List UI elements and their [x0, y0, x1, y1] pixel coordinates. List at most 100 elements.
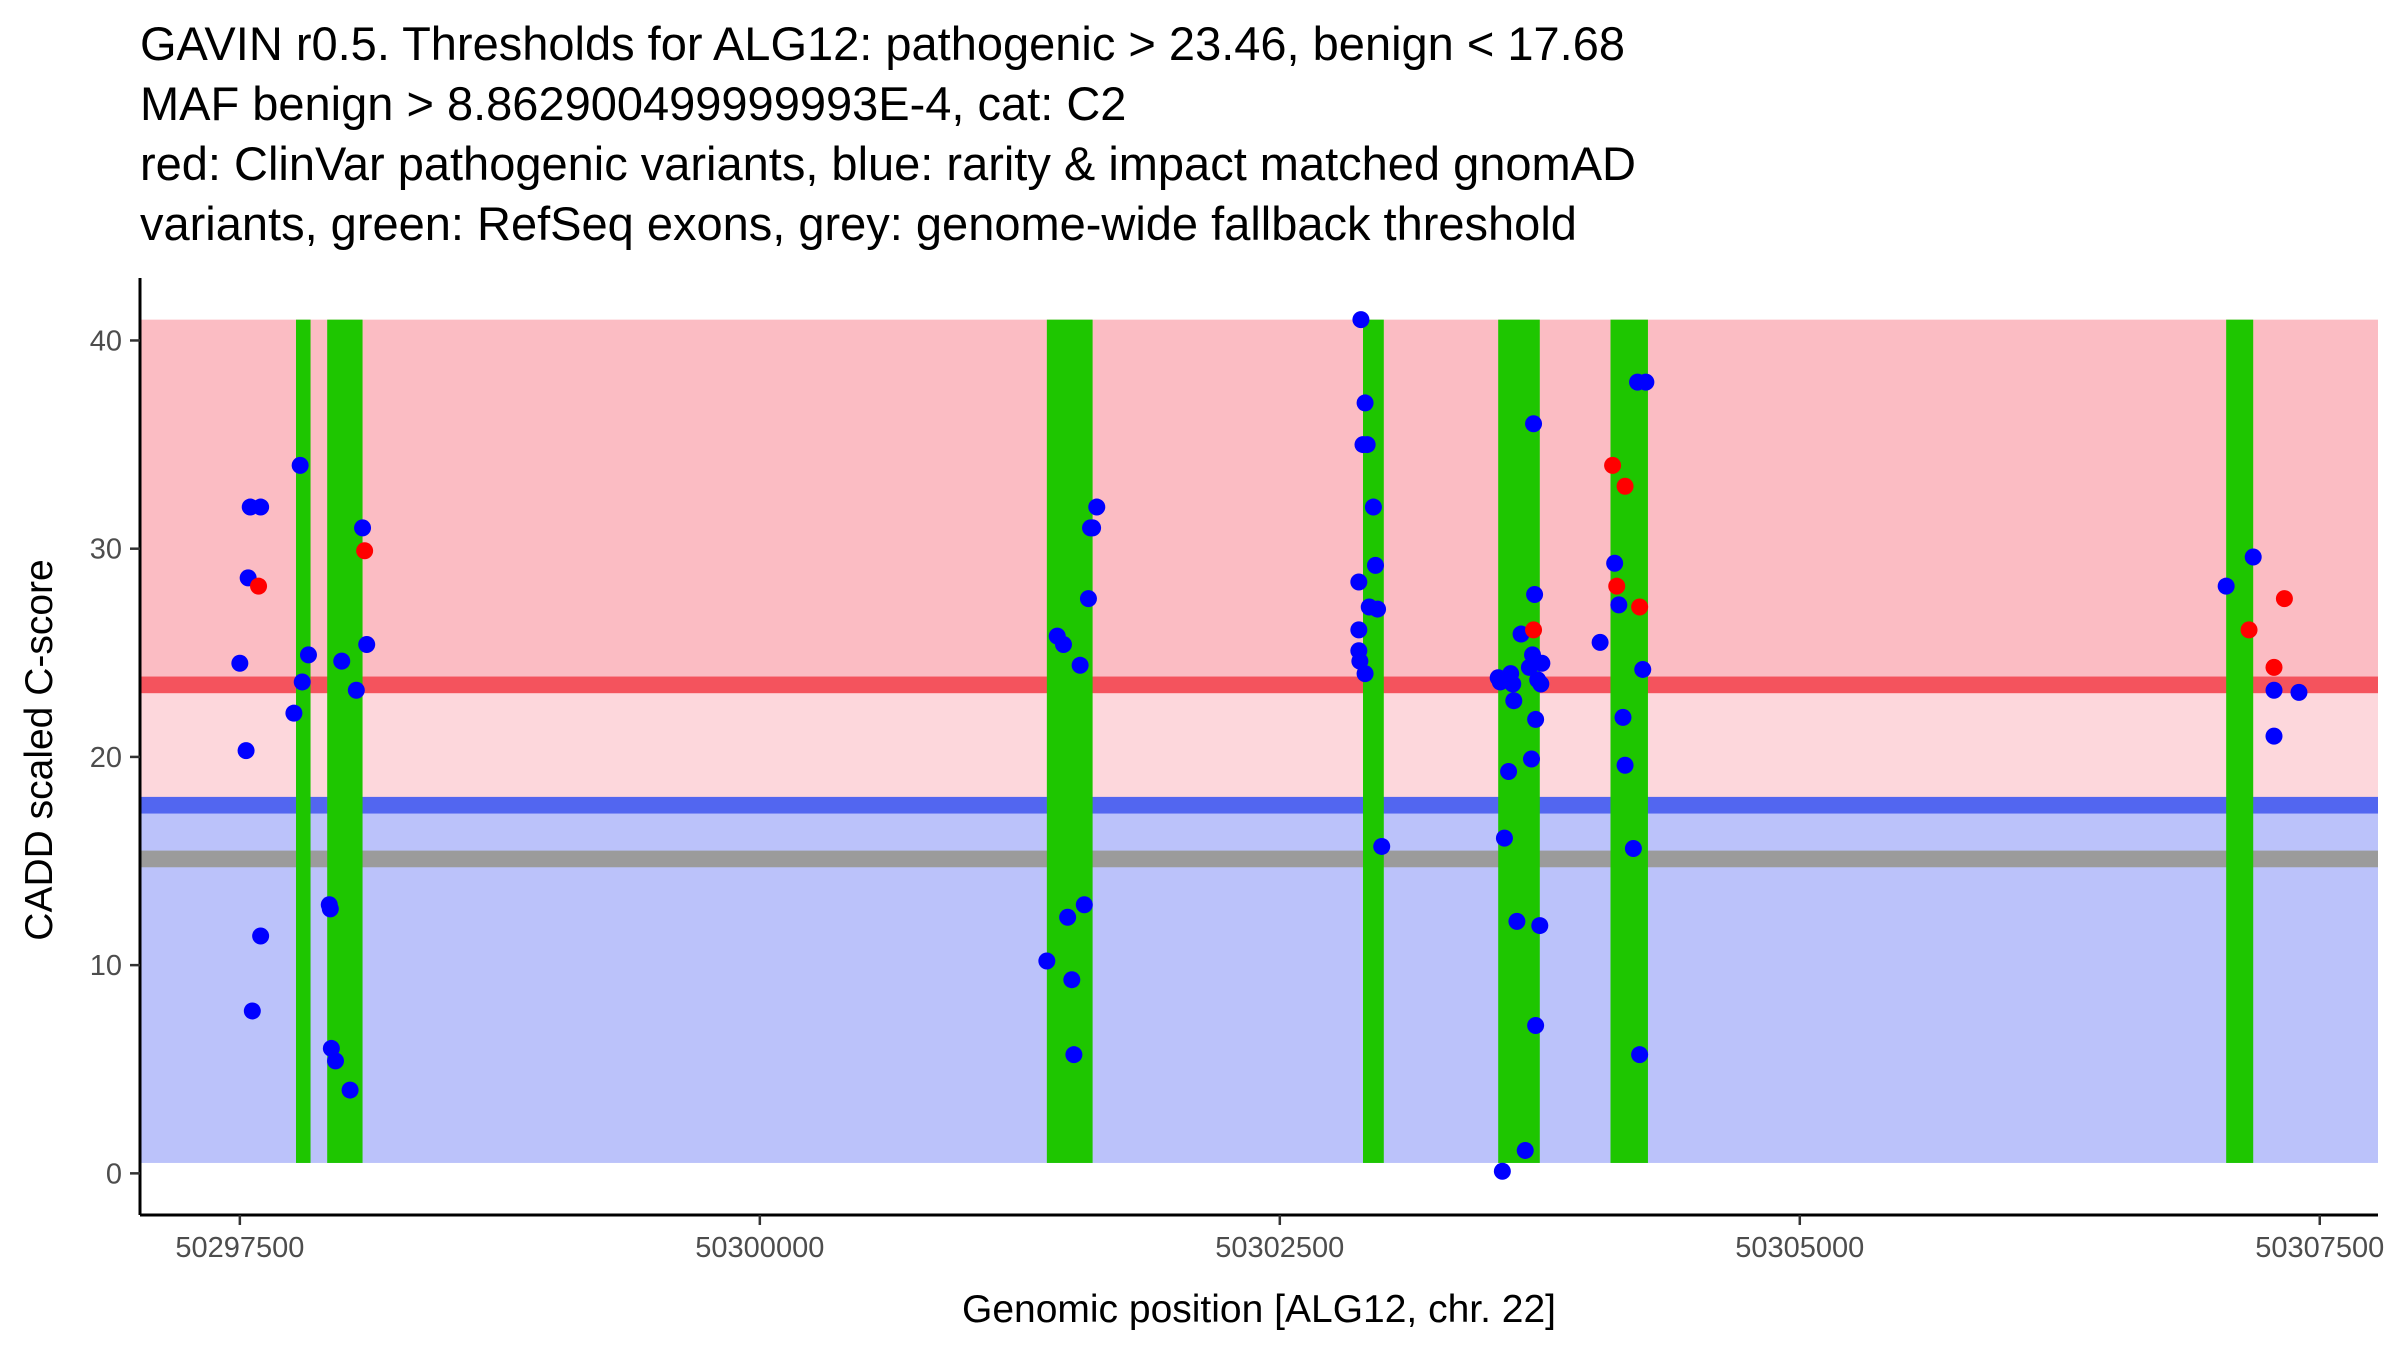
gnomad-point-34 [1350, 573, 1368, 591]
gnomad-point-27 [1071, 656, 1089, 674]
gnomad-point-67 [1533, 654, 1551, 672]
grey-zone-region [140, 684, 2378, 806]
clinvar-point-7 [1631, 598, 1649, 616]
clinvar-point-3 [1525, 621, 1543, 639]
threshold-regions [140, 319, 2378, 1163]
gnomad-point-39 [1356, 394, 1374, 412]
gnomad-point-62 [1526, 585, 1544, 603]
gnomad-point-70 [1606, 554, 1624, 572]
gnomad-point-45 [1369, 600, 1387, 618]
gnomad-point-20 [358, 635, 376, 653]
gnomad-point-35 [1350, 621, 1368, 639]
gnomad-point-41 [1356, 665, 1374, 683]
clinvar-point-10 [2275, 590, 2293, 608]
variant-points [231, 311, 2308, 1180]
exon-band-3 [1046, 319, 1093, 1163]
gnomad-point-1 [231, 654, 249, 672]
gnomad-point-14 [321, 900, 339, 918]
gnomad-point-81 [2265, 727, 2283, 745]
exon-band-5 [1498, 319, 1540, 1163]
title-line-4: variants, green: RefSeq exons, grey: gen… [140, 197, 1577, 250]
gnomad-point-73 [1616, 756, 1634, 774]
gnomad-point-46 [1373, 837, 1391, 855]
gnomad-point-6 [252, 498, 270, 516]
gnomad-point-44 [1366, 556, 1384, 574]
axes: 50297500 50300000 50302500 50305000 50307500… [90, 278, 2384, 1264]
title-line-1: GAVIN r0.5. Thresholds for ALG12: pathog… [140, 17, 1625, 70]
gnomad-point-11 [299, 646, 317, 664]
gnomad-point-40 [1358, 436, 1376, 454]
x-axis-title: Genomic position [ALG12, chr. 22] [962, 1288, 1556, 1331]
exon-band-4 [1362, 319, 1384, 1163]
gnomad-point-50 [1495, 829, 1513, 847]
gnomad-point-72 [1614, 708, 1632, 726]
gnomad-point-79 [2217, 577, 2235, 595]
title-line-2: MAF benign > 8.862900499999993E-4, cat: … [140, 77, 1127, 130]
clinvar-point-1 [250, 577, 268, 595]
clinvar-point-6 [1616, 477, 1634, 495]
gnomad-point-24 [1059, 908, 1077, 926]
title-line-3: red: ClinVar pathogenic variants, blue: … [140, 137, 1636, 190]
gnomad-point-43 [1364, 498, 1382, 516]
gnomad-point-82 [2265, 681, 2283, 699]
clinvar-point-5 [1608, 577, 1626, 595]
gnomad-point-31 [1084, 519, 1102, 537]
gnomad-point-74 [1624, 840, 1642, 858]
exon-bands [295, 319, 2254, 1163]
gnomad-point-25 [1063, 971, 1081, 989]
chart-title: GAVIN r0.5. Thresholds for ALG12: pathog… [140, 14, 2340, 254]
exon-band-7 [2226, 319, 2254, 1163]
gnomad-point-80 [2244, 548, 2262, 566]
gnomad-point-59 [1522, 750, 1540, 768]
gnomad-point-15 [327, 1052, 345, 1070]
gnomad-point-17 [341, 1081, 359, 1099]
gnomad-point-8 [285, 704, 303, 722]
gnomad-point-18 [347, 681, 365, 699]
exon-band-1 [295, 319, 311, 1163]
clinvar-point-4 [1604, 456, 1622, 474]
pathogenic-region [140, 319, 2378, 685]
gnomad-point-55 [1508, 912, 1526, 930]
gnomad-point-21 [1038, 952, 1056, 970]
y-axis-title: CADD scaled C-score [18, 559, 61, 940]
gnomad-point-54 [1505, 692, 1523, 710]
threshold-lines [140, 676, 2378, 868]
gnomad-point-33 [1352, 311, 1370, 329]
x-tick-label-1: 50297500 [175, 1232, 304, 1264]
x-tick-label-3: 50302500 [1215, 1232, 1344, 1264]
y-tick-label-1: 0 [106, 1158, 122, 1190]
benign-threshold [140, 796, 2378, 814]
gnomad-point-71 [1610, 596, 1628, 614]
pathogenic-threshold [140, 676, 2378, 694]
clinvar-point-2 [356, 542, 374, 560]
gnomad-point-29 [1079, 590, 1097, 608]
gnomad-point-53 [1504, 675, 1522, 693]
x-tick-label-5: 50307500 [2255, 1232, 2384, 1264]
exon-band-2 [327, 319, 363, 1163]
clinvar-point-9 [2265, 658, 2283, 676]
gnomad-point-78 [1637, 373, 1655, 391]
gnomad-point-10 [293, 673, 311, 691]
exon-band-6 [1610, 319, 1648, 1163]
gnomad-point-61 [1525, 415, 1543, 433]
gnomad-point-2 [237, 742, 255, 760]
gnomad-point-19 [354, 519, 372, 537]
gnomad-point-26 [1065, 1046, 1083, 1064]
gnomad-point-32 [1088, 498, 1106, 516]
gnomad-point-7 [252, 927, 270, 945]
gnomad-point-5 [243, 1002, 261, 1020]
gnomad-point-64 [1527, 710, 1545, 728]
gnomad-point-63 [1527, 1017, 1545, 1035]
y-tick-label-5: 40 [90, 325, 122, 357]
gnomad-point-69 [1591, 633, 1609, 651]
fallback-threshold [140, 850, 2378, 868]
gnomad-point-28 [1075, 896, 1093, 914]
gnomad-point-66 [1531, 917, 1549, 935]
y-tick-label-2: 10 [90, 950, 122, 982]
gnomad-point-9 [291, 456, 309, 474]
y-tick-label-4: 30 [90, 534, 122, 566]
clinvar-point-8 [2240, 621, 2258, 639]
gnomad-point-76 [1631, 1046, 1649, 1064]
gnomad-point-77 [1634, 660, 1652, 678]
